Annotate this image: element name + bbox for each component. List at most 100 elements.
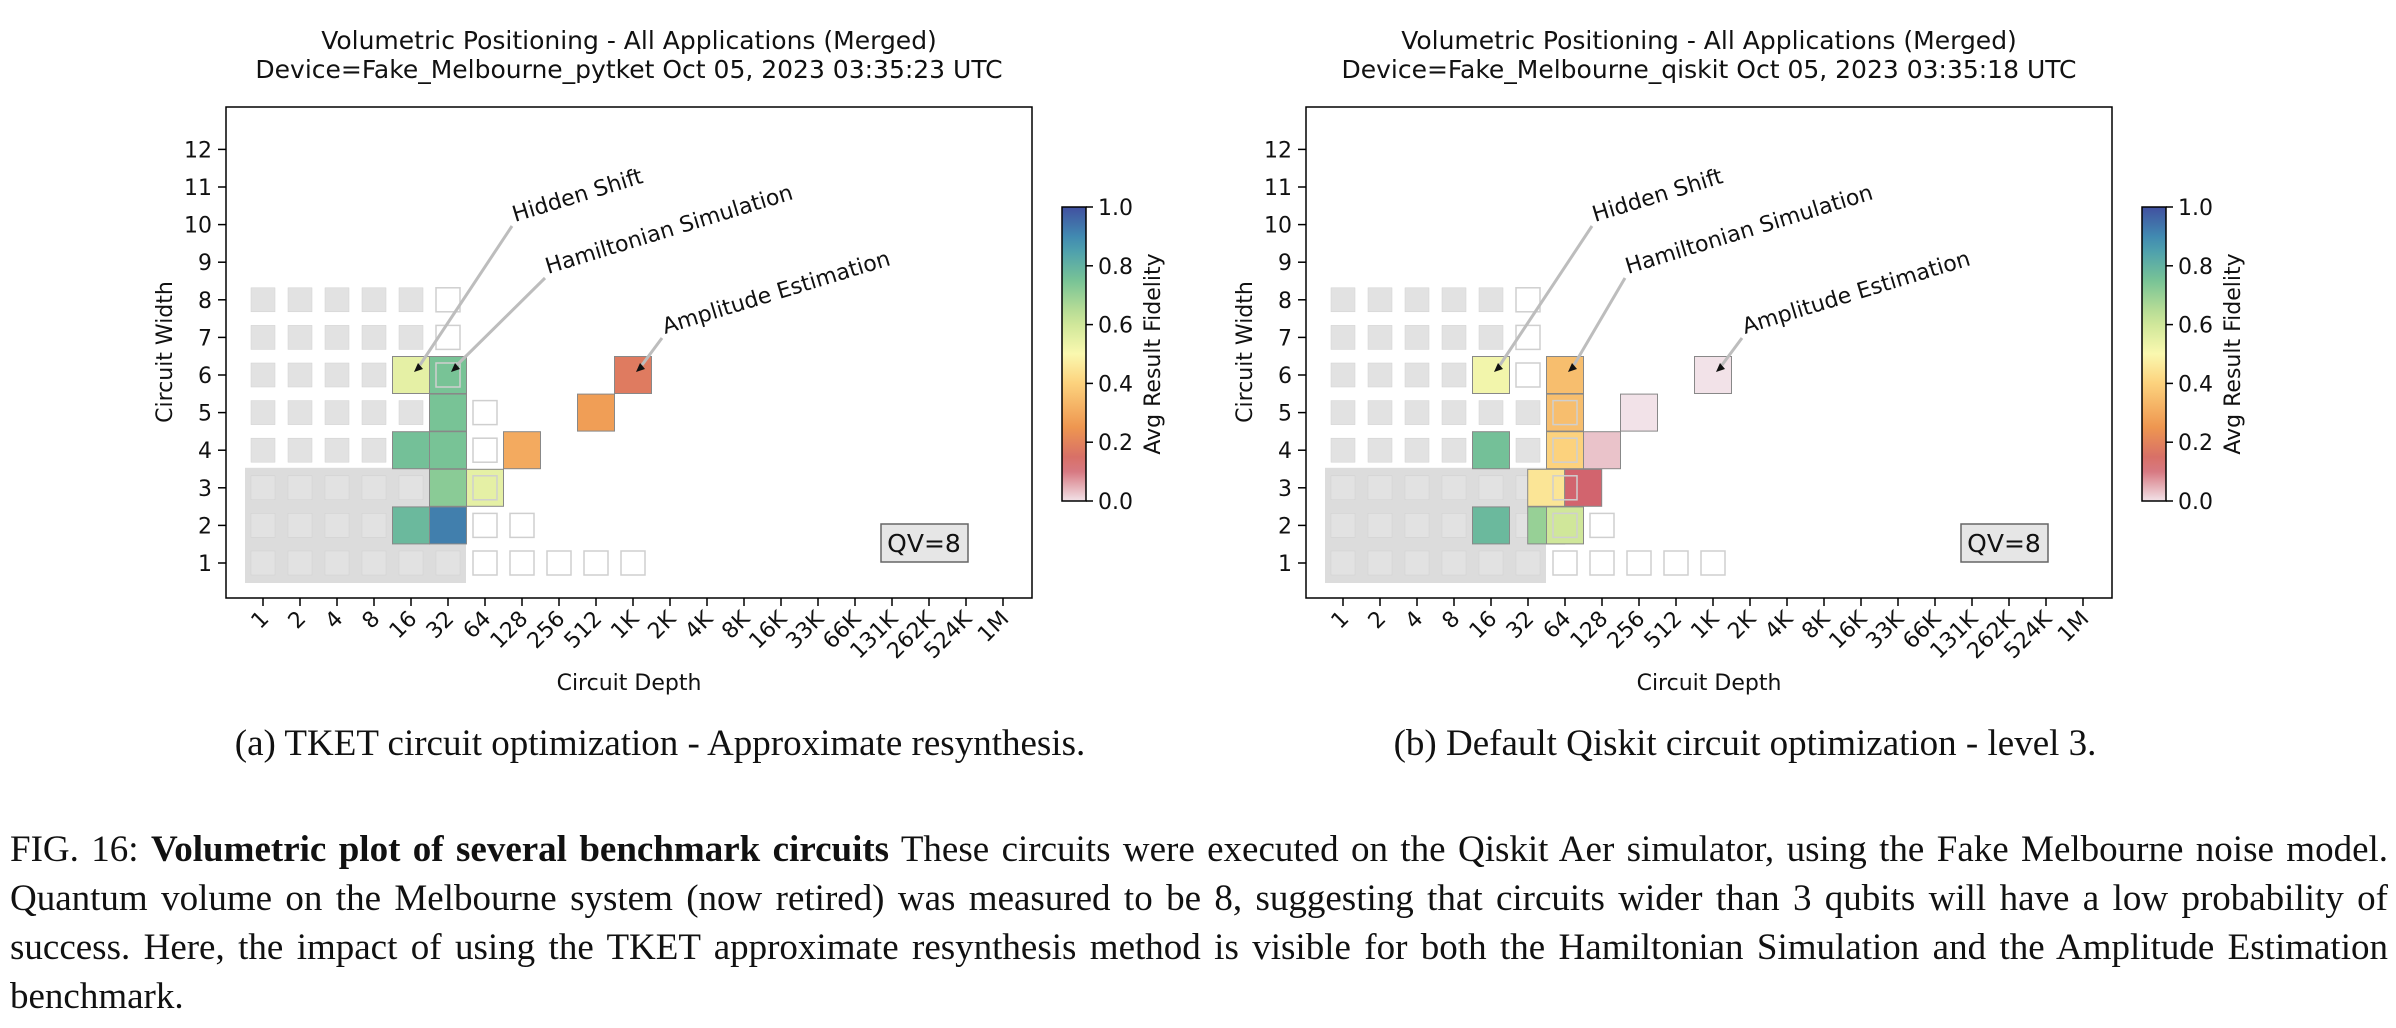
background-square — [250, 550, 276, 576]
background-square — [361, 513, 387, 538]
background-square — [287, 513, 313, 538]
background-square — [1367, 400, 1393, 425]
x-axis-label: Circuit Depth — [1637, 671, 1782, 696]
background-square — [1515, 400, 1541, 425]
chart-subtitle: Device=Fake_Melbourne_qiskit Oct 05, 202… — [1341, 55, 2076, 84]
y-tick-label: 3 — [198, 477, 212, 502]
y-axis-label: Circuit Width — [1233, 281, 1258, 423]
background-square — [1330, 362, 1356, 388]
data-cell — [392, 356, 430, 394]
y-tick-label: 10 — [1264, 214, 1292, 239]
background-square — [1515, 550, 1541, 576]
y-tick-label: 3 — [1278, 477, 1292, 502]
background-square — [398, 550, 424, 576]
data-cell — [577, 393, 615, 432]
empty-square — [583, 550, 609, 576]
background-square — [287, 400, 313, 425]
y-tick-label: 2 — [1278, 514, 1292, 539]
y-tick-label: 11 — [184, 176, 212, 201]
panel-a-chart: Volumetric Positioning - All Application… — [153, 26, 1166, 696]
caption-bold-title: Volumetric plot of several benchmark cir… — [150, 829, 890, 870]
background-square — [1441, 325, 1467, 350]
background-square — [324, 513, 350, 538]
y-tick-label: 8 — [198, 289, 212, 314]
empty-square — [1552, 399, 1578, 426]
x-tick-label: 1K — [1686, 606, 1724, 644]
data-cell — [1472, 506, 1510, 545]
empty-square — [472, 475, 498, 501]
y-tick-label: 7 — [1278, 326, 1292, 351]
x-tick-label: 1K — [606, 606, 644, 644]
background-square — [1404, 400, 1430, 425]
background-square — [361, 550, 387, 576]
y-axis-label: Circuit Width — [153, 281, 178, 423]
background-square — [1367, 550, 1393, 576]
annotation-arrowhead — [636, 363, 645, 372]
data-cell — [1546, 431, 1584, 470]
empty-square — [472, 550, 498, 576]
empty-square — [1552, 475, 1578, 501]
background-square — [324, 287, 350, 313]
colorbar — [2141, 206, 2167, 502]
data-cell — [392, 506, 430, 545]
background-square — [361, 437, 387, 463]
background-square — [1441, 550, 1467, 576]
background-square — [398, 325, 424, 350]
x-tick-label: 2K — [1723, 606, 1761, 644]
background-square — [1478, 325, 1504, 350]
empty-square — [472, 437, 498, 463]
colorbar-tick-label: 0.4 — [1098, 372, 1133, 397]
x-tick-label: 16K — [745, 606, 793, 654]
x-tick-label: 2K — [643, 606, 681, 644]
x-tick-label: 16 — [1465, 607, 1502, 644]
empty-square — [1626, 550, 1652, 576]
qv-box — [880, 523, 969, 563]
colorbar — [1061, 206, 1087, 502]
background-square — [435, 550, 461, 576]
background-square — [324, 550, 350, 576]
x-tick-label: 512 — [1640, 607, 1687, 654]
data-cell — [1546, 506, 1584, 545]
colorbar-tick-label: 0.8 — [1098, 255, 1133, 280]
y-tick-label: 5 — [198, 402, 212, 427]
x-tick-label: 33K — [782, 606, 830, 654]
background-square — [1367, 287, 1393, 313]
panel-b-chart: Volumetric Positioning - All Application… — [1233, 26, 2246, 696]
background-square — [1478, 475, 1504, 501]
data-cell — [503, 431, 541, 470]
annotation-label: Amplitude Estimation — [1739, 247, 1973, 340]
y-tick-label: 1 — [198, 552, 212, 577]
background-square — [1441, 287, 1467, 313]
background-square — [361, 362, 387, 388]
background-square — [1367, 325, 1393, 350]
x-tick-label: 33K — [1862, 606, 1910, 654]
background-square — [1330, 400, 1356, 425]
background-square — [398, 287, 424, 313]
y-tick-label: 1 — [1278, 552, 1292, 577]
colorbar-tick-label: 0.0 — [1098, 490, 1133, 515]
data-cell — [466, 468, 504, 507]
colorbar-tick-label: 0.4 — [2178, 372, 2213, 397]
background-square — [287, 287, 313, 313]
x-tick-label: 2 — [284, 607, 312, 635]
background-square — [250, 362, 276, 388]
background-square — [1330, 550, 1356, 576]
x-axis-label: Circuit Depth — [557, 671, 702, 696]
data-cell — [429, 393, 467, 432]
plot-frame — [225, 106, 1033, 599]
x-tick-label: 128 — [1566, 607, 1613, 654]
x-tick-label: 1 — [247, 607, 275, 635]
x-tick-label: 4K — [680, 606, 718, 644]
background-square — [1404, 287, 1430, 313]
y-tick-label: 12 — [1264, 138, 1292, 163]
y-tick-label: 2 — [198, 514, 212, 539]
data-cell — [1472, 356, 1510, 394]
background-square — [1404, 550, 1430, 576]
colorbar-tick-label: 0.2 — [2178, 431, 2213, 456]
data-cell — [1620, 393, 1658, 432]
background-square — [1330, 475, 1356, 501]
data-cell — [1546, 393, 1584, 432]
background-square — [361, 475, 387, 501]
background-square — [287, 325, 313, 350]
empty-square — [1515, 287, 1541, 313]
